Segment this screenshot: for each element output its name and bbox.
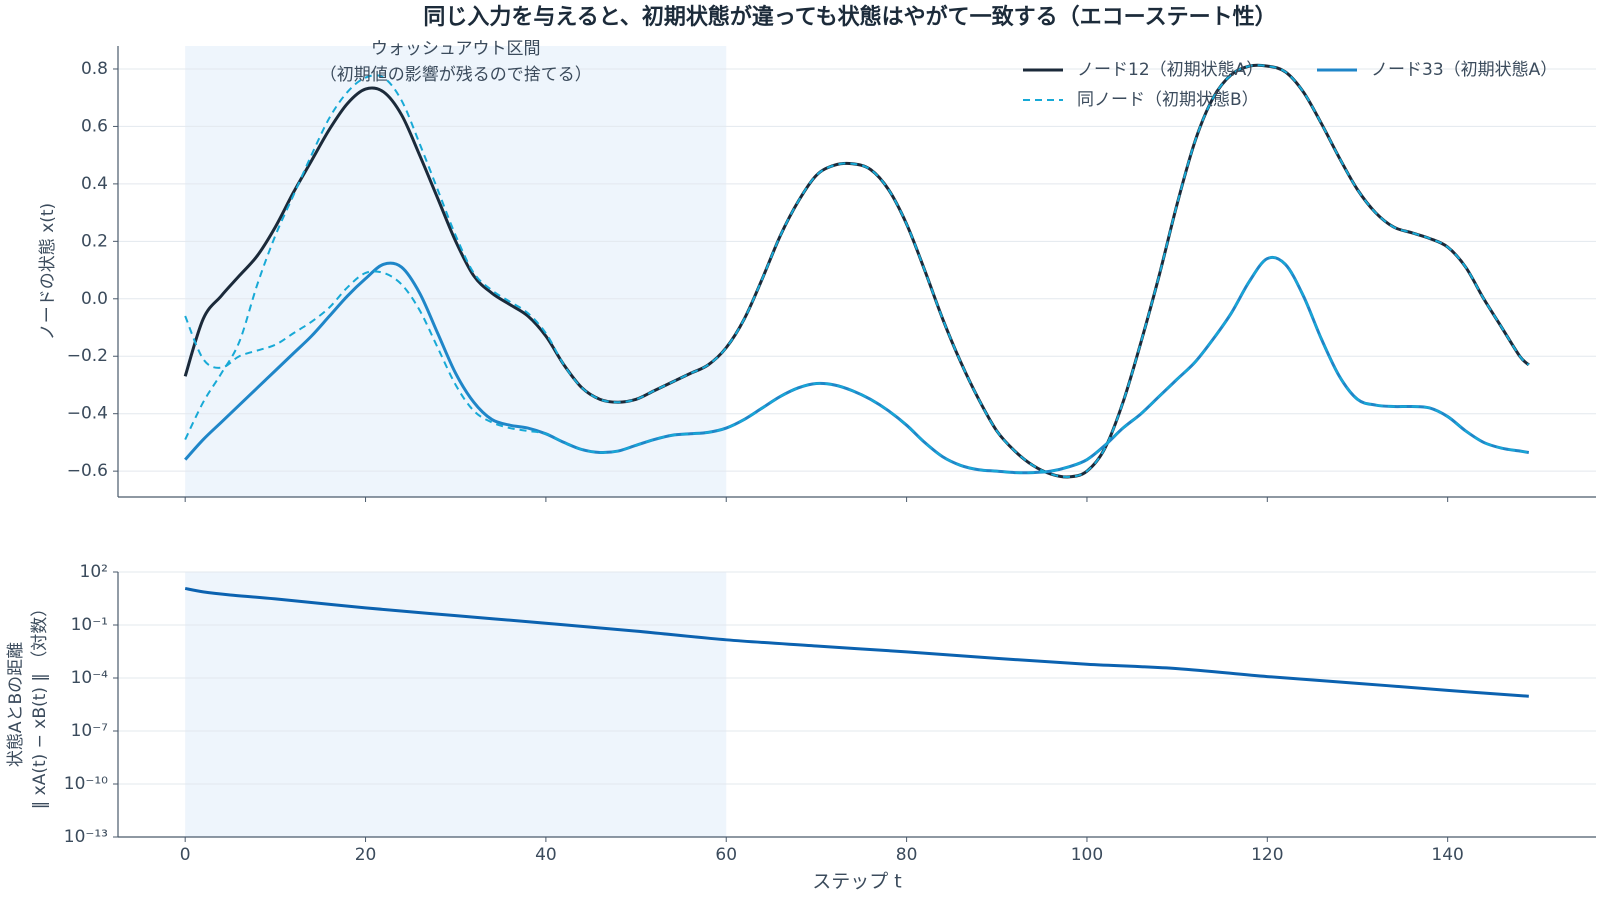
y-tick-label: 10⁻¹³ [64,827,108,847]
x-tick-label: 40 [535,845,557,865]
x-axis-label: ステップ t [812,871,902,893]
y-tick-label: 0.0 [81,289,108,309]
x-tick-label: 100 [1071,845,1103,865]
y-axis-label: ‖ xA(t) − xB(t) ‖ （対数） [30,600,50,810]
annotation: （初期値の影響が残るので捨てる） [320,65,592,85]
y-tick-label: 10⁻¹ [71,615,108,635]
legend-label: ノード12（初期状態A） [1077,60,1263,80]
y-tick-label: −0.6 [67,461,108,481]
x-tick-label: 20 [355,845,377,865]
y-axis-label: 状態AとBの距離 [6,642,26,767]
chart-title: 同じ入力を与えると、初期状態が違っても状態はやがて一致する（エコーステート性） [423,4,1276,30]
y-axis-label: ノードの状態 x(t) [38,203,58,340]
washout-region [185,572,727,837]
y-tick-label: −0.4 [67,404,108,424]
y-tick-label: 0.6 [81,116,108,136]
y-tick-label: 0.8 [81,59,108,79]
series-line [184,586,1529,698]
legend-label: ノード33（初期状態A） [1371,60,1557,80]
series-line [184,64,1530,478]
y-tick-label: 0.2 [81,231,108,251]
y-tick-label: 0.4 [81,174,108,194]
washout-region [185,46,727,497]
x-tick-label: 80 [896,845,918,865]
series-line [184,256,1529,474]
y-tick-label: −0.2 [67,346,108,366]
y-tick-label: 10² [80,562,108,582]
y-tick-label: 10⁻¹⁰ [64,774,108,794]
annotation: ウォッシュアウト区間 [371,39,541,59]
x-tick-label: 140 [1431,845,1463,865]
x-tick-label: 60 [715,845,737,865]
x-tick-label: 120 [1251,845,1283,865]
x-tick-label: 0 [180,845,191,865]
y-tick-label: 10⁻⁴ [71,668,109,688]
y-tick-label: 10⁻⁷ [71,721,109,741]
legend-label: 同ノード（初期状態B） [1077,90,1259,110]
